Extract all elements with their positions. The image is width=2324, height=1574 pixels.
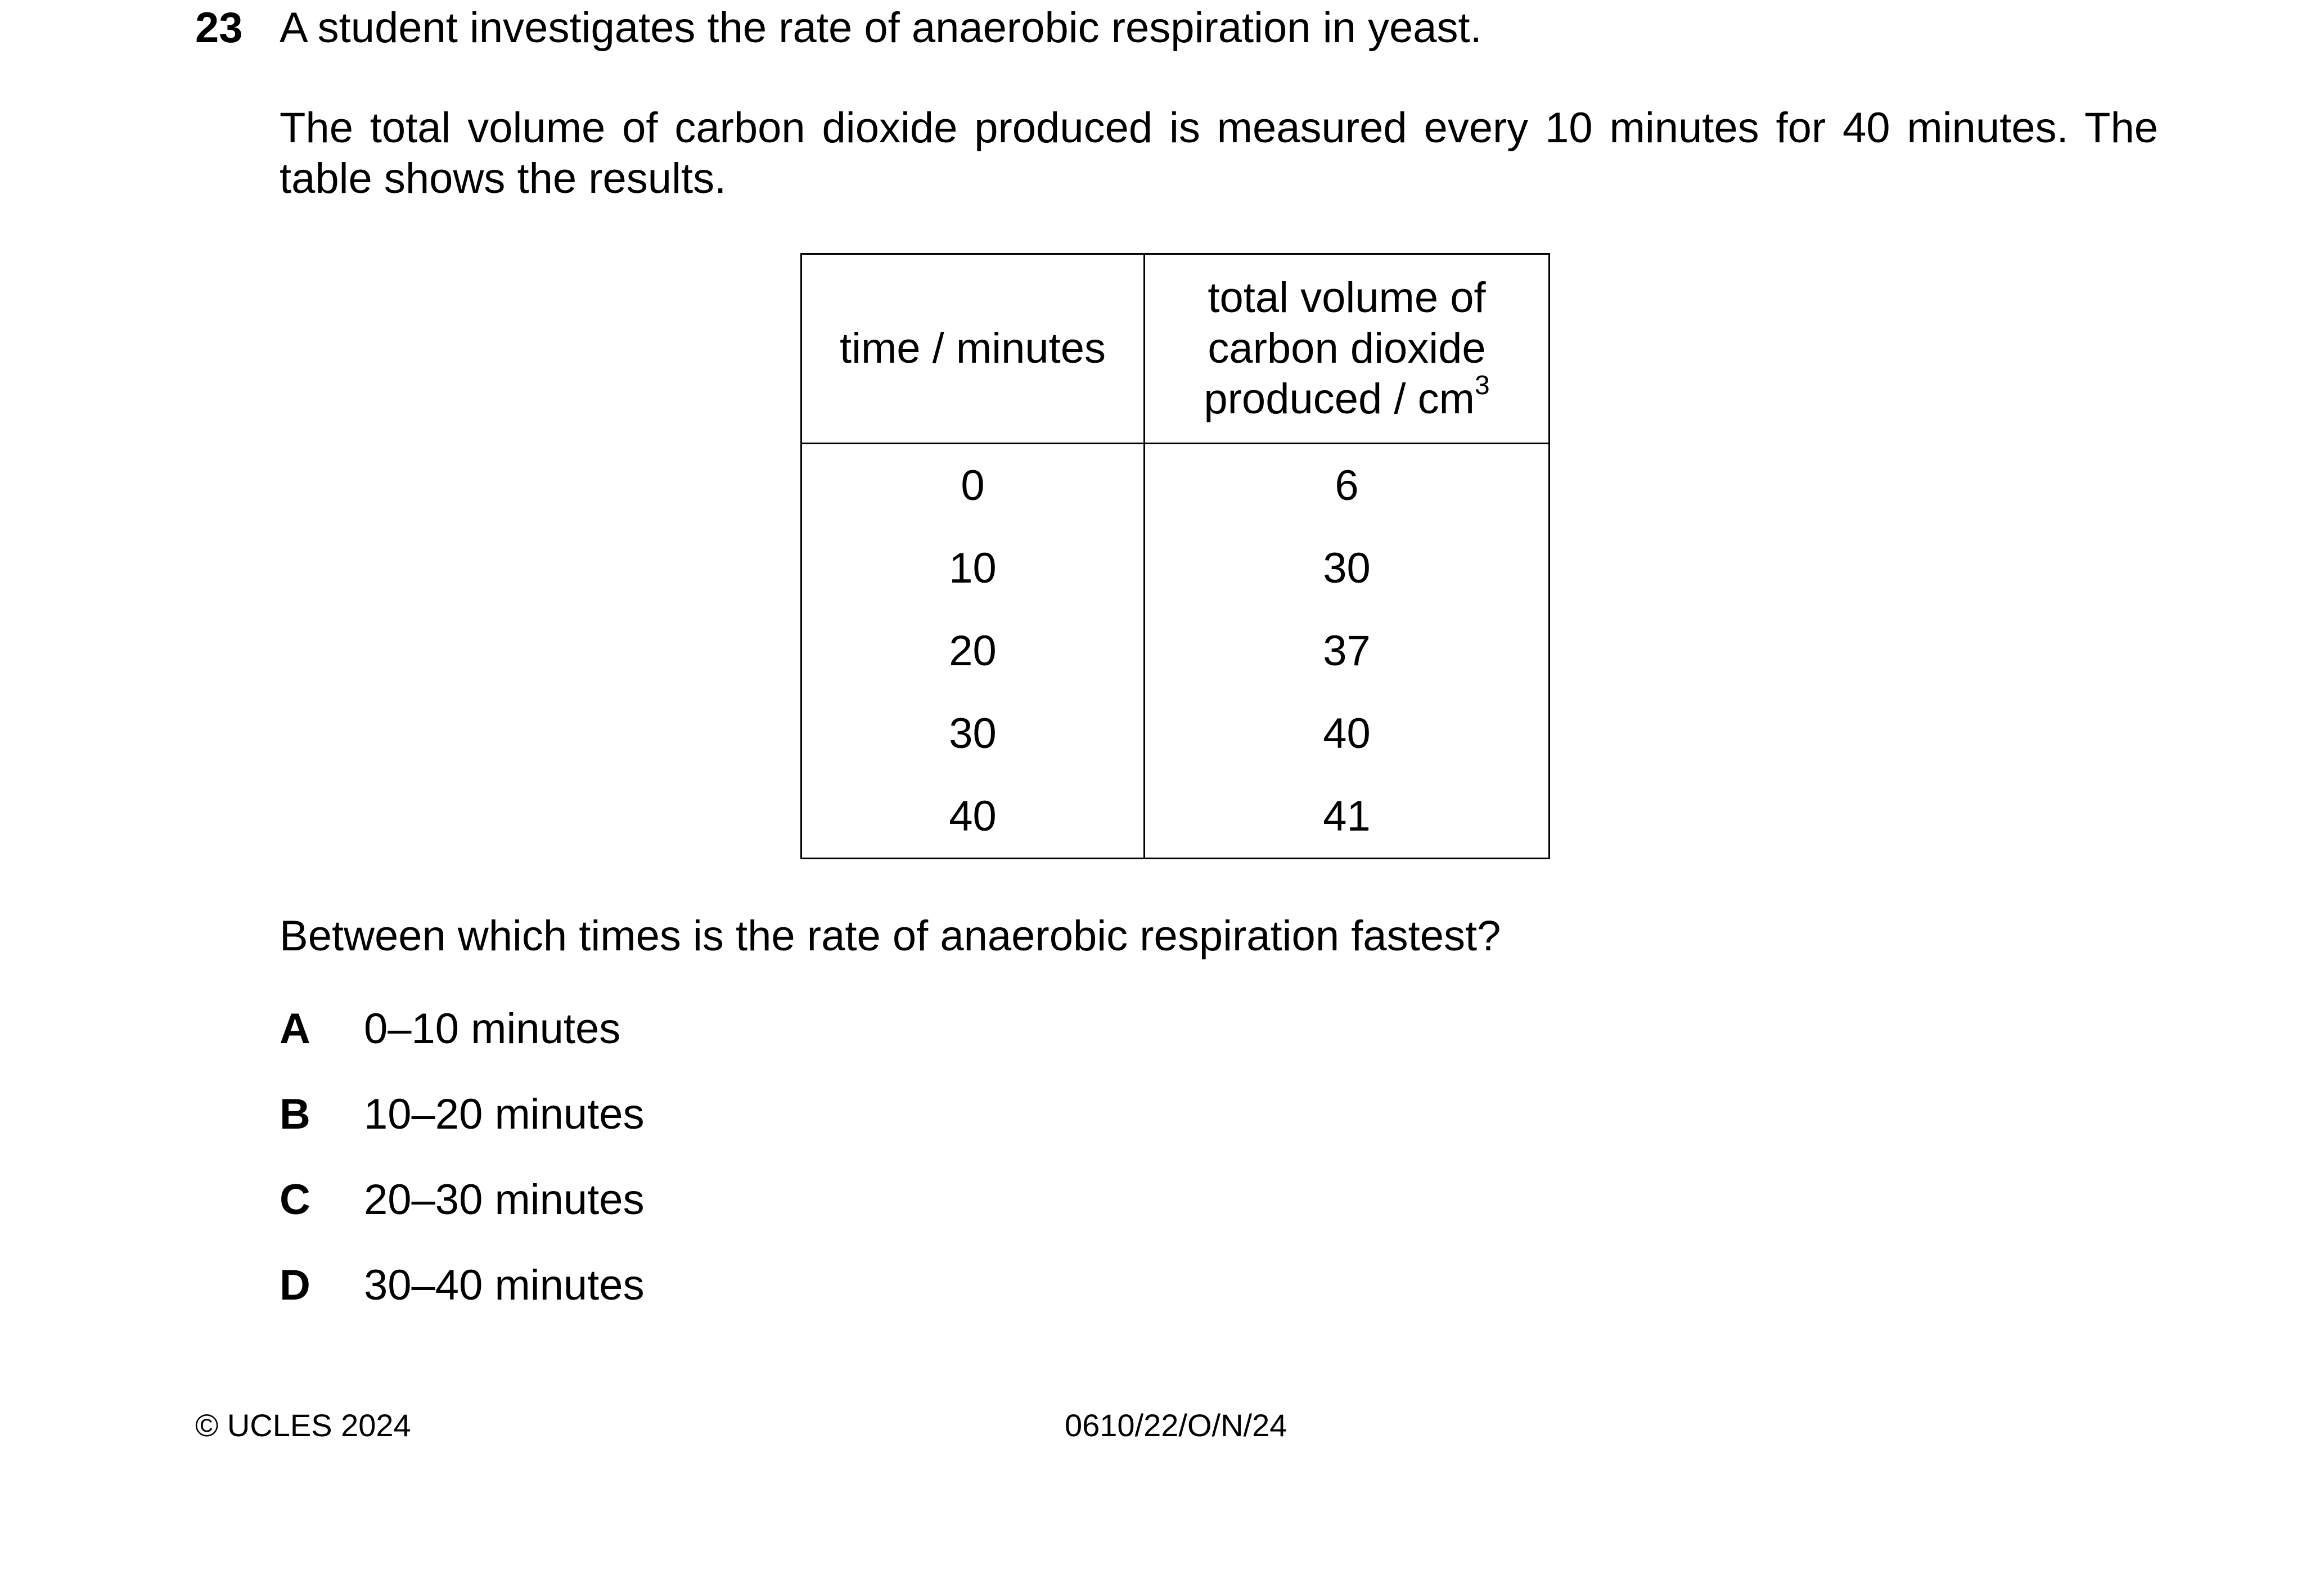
question-stem: A student investigates the rate of anaer… [280, 4, 1482, 52]
table-row: 30 40 [800, 692, 1550, 775]
header-volume-line3: produced / cm [1204, 375, 1475, 423]
cell-time: 0 [800, 443, 1145, 527]
cell-volume: 41 [1143, 775, 1550, 859]
cell-time: 30 [800, 692, 1145, 775]
cell-time: 10 [800, 527, 1145, 610]
option-text: 20–30 minutes [364, 1176, 645, 1224]
cell-volume: 37 [1143, 610, 1550, 692]
header-volume-line1: total volume of [1208, 274, 1486, 322]
table-row: 20 37 [800, 610, 1550, 692]
cell-volume: 6 [1143, 443, 1550, 527]
header-volume-unit-superscript: 3 [1474, 371, 1490, 400]
question-prompt: Between which times is the rate of anaer… [280, 912, 1501, 960]
question-paragraph: The total volume of carbon dioxide produ… [280, 104, 2158, 202]
table-row: 0 6 [800, 443, 1550, 527]
option-letter: B [280, 1090, 310, 1138]
cell-volume: 30 [1143, 527, 1550, 610]
option-text: 30–40 minutes [364, 1261, 645, 1309]
header-volume-line2: carbon dioxide [1208, 324, 1486, 372]
option-letter: C [280, 1176, 310, 1224]
footer-copyright: © UCLES 2024 [195, 1408, 411, 1443]
option-letter: A [280, 1005, 310, 1053]
question-number: 23 [195, 4, 243, 52]
cell-time: 20 [800, 610, 1145, 692]
option-c[interactable]: C 20–30 minutes [280, 1175, 645, 1225]
option-text: 0–10 minutes [364, 1005, 621, 1053]
header-time: time / minutes [800, 253, 1145, 444]
table-row: 10 30 [800, 527, 1550, 610]
results-table: time / minutes total volume of carbon di… [800, 253, 1550, 859]
header-volume: total volume of carbon dioxide produced … [1143, 253, 1550, 444]
option-b[interactable]: B 10–20 minutes [280, 1089, 645, 1140]
option-a[interactable]: A 0–10 minutes [280, 1004, 620, 1054]
option-d[interactable]: D 30–40 minutes [280, 1260, 645, 1311]
footer-paper-code: 0610/22/O/N/24 [1065, 1408, 1287, 1443]
cell-volume: 40 [1143, 692, 1550, 775]
cell-time: 40 [800, 775, 1145, 859]
option-text: 10–20 minutes [364, 1090, 645, 1138]
table-row: 40 41 [800, 775, 1550, 859]
option-letter: D [280, 1261, 310, 1309]
table-header-row: time / minutes total volume of carbon di… [800, 253, 1550, 444]
